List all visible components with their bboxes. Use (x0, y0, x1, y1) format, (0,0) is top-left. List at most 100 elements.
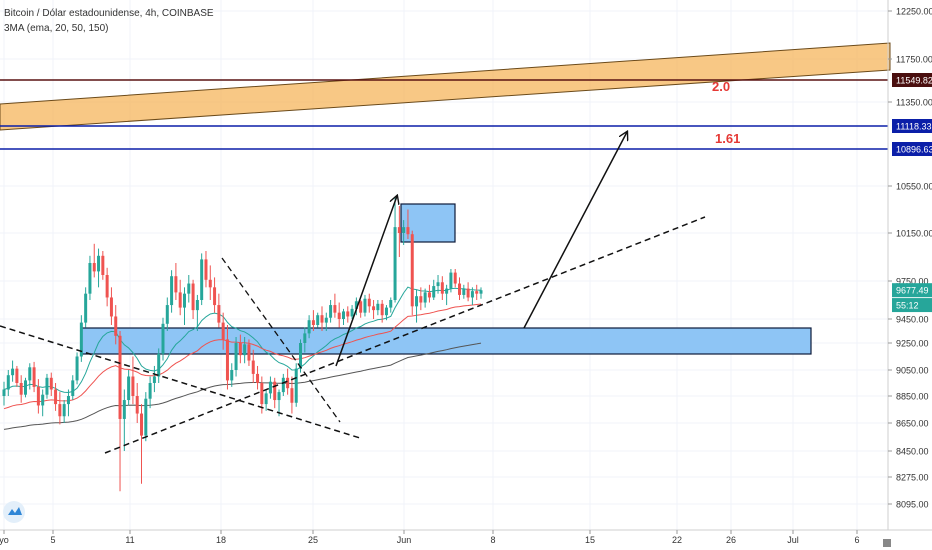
candle-body (11, 368, 15, 376)
candle-body (195, 300, 199, 311)
candle-body (256, 373, 260, 383)
x-tick-label: 11 (125, 535, 134, 545)
candle-body (286, 377, 290, 389)
price-label-box (892, 73, 932, 87)
candle-body (62, 404, 66, 417)
candle-body (23, 380, 27, 395)
candle-body (200, 259, 204, 300)
candle-body (376, 303, 380, 311)
x-tick-label: Jul (787, 535, 799, 545)
candle-body (303, 333, 307, 343)
x-tick-label: 15 (585, 535, 595, 545)
candle-body (273, 381, 277, 401)
candle-body (217, 305, 221, 323)
candle-body (294, 368, 298, 403)
y-tick-label: 9050.00 (896, 366, 929, 376)
candle-body (178, 292, 182, 308)
candle-body (423, 292, 427, 303)
x-tick-label: 25 (308, 535, 318, 545)
candle-body (225, 339, 229, 381)
candle-body (161, 323, 165, 354)
candle-body (264, 393, 268, 405)
candle-body (144, 398, 148, 436)
candle-body (243, 344, 247, 356)
candle-body (324, 317, 328, 323)
price-label-text: 11549.82 (896, 76, 932, 86)
ma-line (3, 286, 481, 394)
candle-body (299, 343, 303, 369)
indicator-legend: 3MA (ema, 20, 50, 150) (4, 23, 109, 34)
candle-body (268, 381, 272, 394)
candle-body (105, 275, 109, 298)
candle-body (101, 255, 105, 275)
candle-body (118, 335, 122, 419)
candle-body (127, 376, 131, 401)
y-tick-label: 8275.00 (896, 473, 929, 483)
candle-body (316, 315, 320, 325)
y-tick-label: 9250.00 (896, 339, 929, 349)
ma-line (3, 303, 482, 410)
candle-body (470, 291, 474, 298)
x-tick-label: 18 (216, 535, 226, 545)
price-label-text: 9677.49 (896, 286, 929, 296)
price-label-text: 10896.63 (896, 145, 932, 155)
candle-body (213, 287, 217, 306)
candle-body (281, 377, 285, 393)
candle-body (367, 298, 371, 307)
candle-body (41, 394, 45, 406)
candle-body (170, 276, 174, 306)
price-label-box (892, 119, 932, 133)
candle-body (290, 388, 294, 403)
x-tick-label: 8 (490, 535, 495, 545)
candle-body (19, 383, 23, 395)
y-tick-label: 8850.00 (896, 392, 929, 402)
axis-settings-icon[interactable] (883, 539, 891, 547)
candle-body (393, 227, 397, 300)
y-tick-label: 12250.00 (896, 7, 932, 17)
ma-line (3, 342, 482, 430)
candle-body (109, 297, 113, 317)
candle-body (415, 296, 419, 307)
candle-body (363, 298, 367, 313)
y-tick-label: 9750.00 (896, 277, 929, 287)
candle-body (479, 290, 483, 294)
candle-body (84, 293, 88, 323)
horizontal-levels (0, 79, 888, 150)
candle-body (432, 286, 436, 298)
candle-body (208, 279, 212, 288)
candle-body (260, 383, 264, 405)
candle-body (15, 368, 19, 383)
candle-body (341, 311, 345, 319)
candle-body (157, 353, 161, 377)
candle-body (329, 305, 333, 318)
candle-body (140, 413, 144, 436)
price-label-text: 11118.33 (896, 122, 932, 132)
dashed-trendline-down (0, 325, 361, 439)
candle-body (346, 311, 350, 317)
candle-body (2, 389, 6, 396)
candle-body (354, 301, 358, 309)
candle-body (449, 272, 453, 289)
x-tick-label: 22 (672, 535, 682, 545)
price-label-box (892, 142, 932, 156)
candle-body (204, 259, 208, 280)
candle-body (230, 370, 234, 381)
candle-body (410, 234, 414, 307)
candle-body (402, 227, 406, 233)
candle-body (475, 291, 479, 294)
x-tick-label: 6 (854, 535, 859, 545)
candle-body (182, 293, 186, 308)
y-tick-label: 8650.00 (896, 419, 929, 429)
candle-body (350, 308, 354, 317)
y-tick-label: 9450.00 (896, 315, 929, 325)
x-tick-label: 26 (726, 535, 736, 545)
x-tick-label: yo (0, 535, 9, 545)
x-tick-label: 5 (50, 535, 55, 545)
candle-body (359, 301, 363, 313)
candle-body (114, 316, 118, 336)
candle-body (384, 307, 388, 316)
candle-body (58, 404, 62, 417)
candle-body (389, 300, 393, 308)
y-tick-label: 8450.00 (896, 447, 929, 457)
